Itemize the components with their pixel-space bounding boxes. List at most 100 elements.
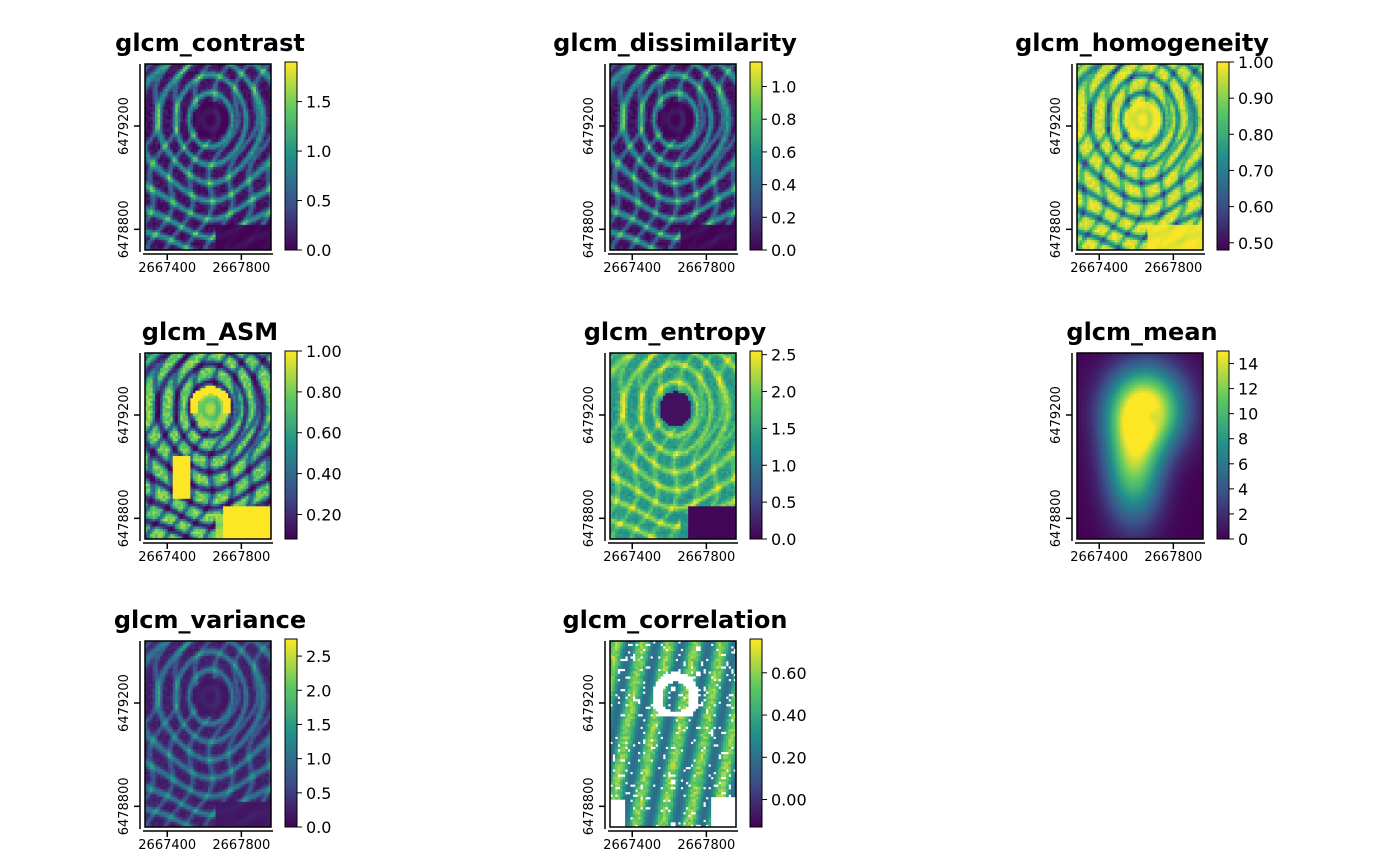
raster-cell (657, 86, 661, 90)
raster-cell (197, 69, 201, 72)
raster-cell (160, 146, 163, 150)
raster-cell (253, 159, 257, 163)
raster-cell (220, 139, 224, 143)
colorbar-segment (285, 159, 297, 163)
raster-cell (258, 111, 262, 115)
raster-cell (175, 179, 179, 183)
raster-cell (160, 214, 163, 218)
raster-cell (195, 237, 199, 241)
raster-cell (165, 222, 169, 226)
raster-cell (667, 64, 671, 67)
colorbar-segment (285, 118, 297, 122)
raster-cell (240, 204, 244, 208)
raster-cell (652, 79, 656, 82)
raster-cell (642, 96, 646, 100)
raster-cell (228, 109, 232, 113)
raster-cell (235, 209, 239, 213)
raster-cell (688, 69, 691, 72)
raster-cell (723, 76, 727, 80)
colorbar-segment (285, 165, 297, 169)
raster-cell (243, 154, 247, 158)
raster-cell (665, 91, 669, 95)
raster-cell (195, 222, 199, 226)
raster-cell (258, 131, 262, 135)
raster-cell (240, 217, 244, 221)
raster-cell (218, 167, 221, 170)
raster-cell (182, 114, 186, 118)
colorbar-segment (285, 237, 297, 241)
raster-cell (703, 99, 707, 103)
raster-cell (167, 121, 171, 125)
raster-cell (200, 189, 204, 193)
raster-cell (235, 187, 239, 191)
raster-cell (255, 134, 259, 138)
raster-cell (640, 106, 644, 110)
raster-cell (197, 94, 201, 98)
raster-cell (162, 239, 166, 243)
raster-cell (238, 104, 242, 108)
raster-cell (233, 89, 237, 92)
raster-cell (228, 134, 232, 138)
raster-cell (640, 114, 644, 118)
raster-cell (678, 71, 681, 75)
raster-cell (733, 84, 737, 87)
raster-cell (210, 81, 214, 85)
raster-cell (647, 69, 651, 72)
raster-cell (182, 207, 186, 211)
raster-cell (223, 247, 226, 251)
raster-cell (250, 232, 254, 236)
raster-cell (150, 162, 153, 165)
raster-cell (235, 111, 239, 115)
raster-cell (165, 79, 169, 82)
raster-cell (175, 199, 179, 203)
raster-cell (675, 109, 679, 113)
raster-cell (205, 174, 209, 178)
raster-cell (215, 84, 219, 87)
raster-cell (678, 64, 681, 67)
raster-cell (248, 164, 252, 168)
raster-cell (255, 169, 259, 173)
raster-cell (263, 199, 267, 203)
raster-cell (210, 141, 214, 145)
raster-cell (708, 121, 712, 125)
raster-cell (253, 187, 257, 191)
raster-cell (698, 74, 702, 77)
raster-cell (260, 162, 264, 165)
raster-cell (245, 106, 249, 110)
raster-cell (172, 134, 176, 138)
raster-cell (152, 164, 156, 168)
raster-cell (695, 111, 699, 115)
raster-cell (240, 184, 244, 188)
raster-cell (223, 69, 226, 72)
raster-cell (177, 182, 181, 185)
raster-cell (147, 99, 151, 103)
raster-cell (685, 71, 689, 75)
raster-cell (152, 94, 156, 98)
raster-cell (150, 219, 153, 223)
raster-cell (145, 184, 148, 188)
raster-cell (145, 149, 148, 153)
raster-cell (647, 116, 651, 120)
raster-cell (185, 71, 189, 75)
raster-cell (150, 234, 153, 238)
raster-cell (152, 81, 156, 85)
raster-cell (160, 124, 163, 128)
raster-cell (182, 139, 186, 143)
raster-cell (248, 76, 252, 80)
raster-cell (625, 69, 628, 72)
raster-cell (223, 79, 226, 82)
raster-cell (265, 182, 269, 185)
raster-cell (718, 101, 722, 105)
raster-cell (263, 114, 267, 118)
raster-cell (150, 154, 153, 158)
raster-cell (253, 194, 257, 198)
raster-cell (152, 124, 156, 128)
raster-cell (255, 247, 259, 251)
raster-cell (635, 96, 639, 100)
raster-cell (713, 116, 717, 120)
raster-cell (187, 76, 191, 80)
raster-cell (165, 184, 169, 188)
raster-cell (200, 99, 204, 103)
raster-cell (145, 222, 148, 226)
raster-cell (180, 214, 184, 218)
